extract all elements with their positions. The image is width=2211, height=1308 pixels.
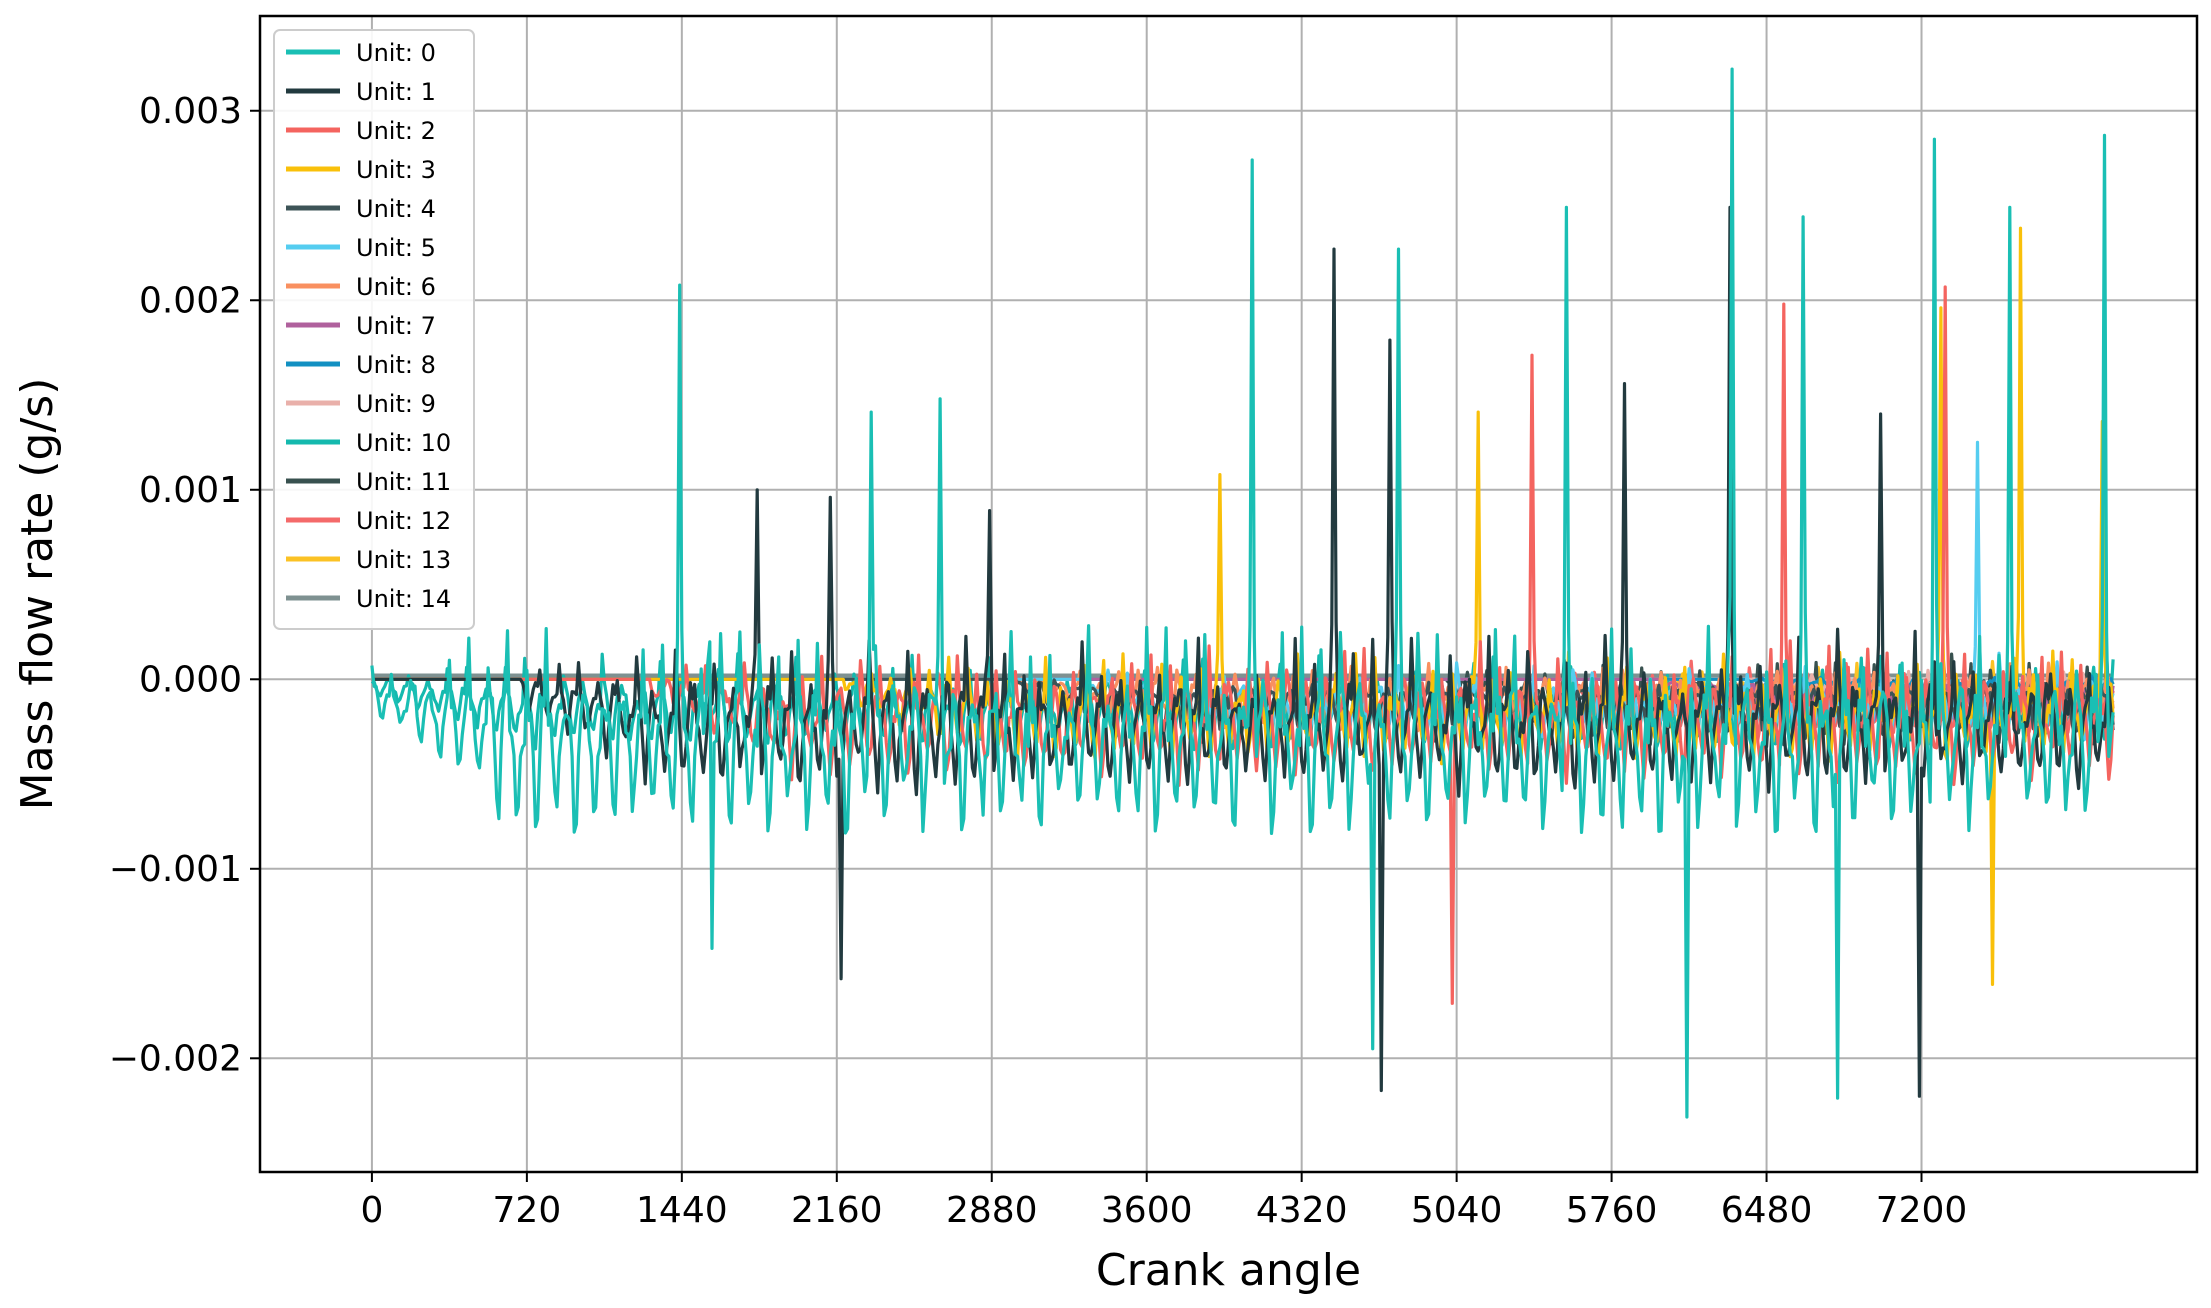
y-axis-ticks: −0.002 −0.001 0.000 0.001 0.002 0.003 <box>109 91 260 1079</box>
y-axis-label: Mass flow rate (g/s) <box>12 378 63 811</box>
legend-label: Unit: 13 <box>356 546 451 574</box>
series-line-unit-2 <box>371 285 2115 1005</box>
x-tick-label: 6480 <box>1721 1190 1813 1231</box>
y-tick-label: 0.001 <box>139 470 242 511</box>
x-tick-label: 2160 <box>791 1190 883 1231</box>
x-tick-label: 3600 <box>1101 1190 1193 1231</box>
series-line-unit-0 <box>370 67 2115 1119</box>
legend-label: Unit: 10 <box>356 429 451 457</box>
y-tick-label: −0.002 <box>109 1038 242 1079</box>
y-tick-label: 0.003 <box>139 91 242 132</box>
legend: Unit: 0 Unit: 1 Unit: 2 Unit: 3 Unit: 4 Unit:… <box>273 29 475 630</box>
x-tick-label: 0 <box>360 1190 383 1231</box>
legend-label: Unit: 8 <box>356 351 436 379</box>
y-tick-label: 0.000 <box>139 659 242 700</box>
x-tick-label: 5760 <box>1566 1190 1658 1231</box>
series-lines <box>370 67 2115 1119</box>
legend-label: Unit: 6 <box>356 273 436 301</box>
grid <box>260 16 2197 1172</box>
x-tick-label: 2880 <box>946 1190 1038 1231</box>
legend-label: Unit: 1 <box>356 78 436 106</box>
plot-frame <box>258 14 2199 1174</box>
y-tick-label: 0.002 <box>139 280 242 321</box>
legend-label: Unit: 2 <box>356 117 436 145</box>
y-tick-label: −0.001 <box>109 849 242 890</box>
x-tick-label: 4320 <box>1256 1190 1348 1231</box>
x-tick-label: 7200 <box>1876 1190 1968 1231</box>
legend-label: Unit: 12 <box>356 507 451 535</box>
x-tick-label: 5040 <box>1411 1190 1503 1231</box>
x-axis-label: Crank angle <box>1096 1245 1361 1296</box>
legend-label: Unit: 9 <box>356 390 436 418</box>
series-line-unit-3 <box>371 226 2115 986</box>
legend-label: Unit: 0 <box>356 39 436 67</box>
x-tick-label: 1440 <box>636 1190 728 1231</box>
x-tick-label: 720 <box>493 1190 562 1231</box>
legend-label: Unit: 14 <box>356 585 451 613</box>
legend-label: Unit: 3 <box>356 156 436 184</box>
x-axis-ticks: 0 720 1440 2160 2880 3600 4320 5040 5760 6480 7200 <box>360 1172 1967 1231</box>
legend-label: Unit: 4 <box>356 195 436 223</box>
legend-label: Unit: 11 <box>356 468 451 496</box>
series-line-unit-1 <box>371 205 2115 1098</box>
legend-label: Unit: 7 <box>356 312 436 340</box>
legend-label: Unit: 5 <box>356 234 436 262</box>
